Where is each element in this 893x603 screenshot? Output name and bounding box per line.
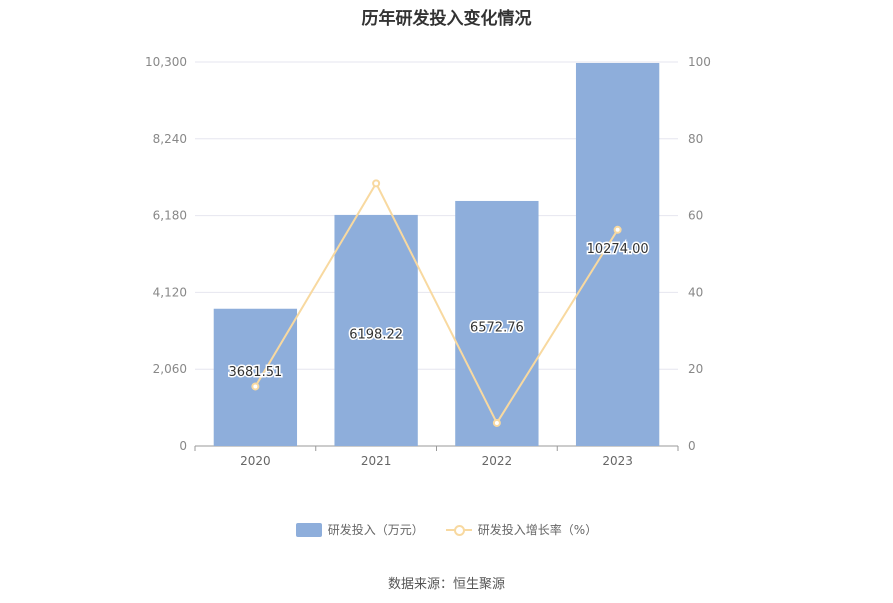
legend-item-bar[interactable]: 研发投入（万元）: [295, 521, 424, 538]
bar-data-label: 3681.51: [228, 365, 282, 380]
x-tick-label: 2023: [602, 454, 633, 468]
x-tick-label: 2021: [361, 454, 392, 468]
growth-line: [254, 181, 619, 425]
bar: [334, 214, 418, 446]
y-right-tick-label: 20: [688, 362, 703, 376]
legend-bar-label: 研发投入（万元）: [327, 523, 424, 537]
x-tick-label: 2020: [240, 454, 271, 468]
bar: [455, 200, 539, 446]
y-right-tick-label: 40: [688, 285, 703, 299]
y-right-tick-label: 60: [688, 209, 703, 223]
legend-line-swatch: [445, 523, 472, 537]
bar: [213, 308, 298, 446]
y-left-tick-label: 10,300: [145, 55, 187, 69]
bar: [575, 62, 660, 446]
y-left-tick-label: 2,060: [153, 362, 187, 376]
x-tick-label: 2022: [482, 454, 513, 468]
y-left-tick-label: 6,180: [153, 209, 187, 223]
y-left-tick-label: 8,240: [153, 132, 187, 146]
growth-point: [492, 418, 501, 427]
bar-data-label: 10274.00: [587, 242, 649, 257]
growth-point: [372, 179, 381, 188]
growth-point: [251, 382, 260, 391]
bar-series: [213, 62, 660, 446]
bar-data-label: 6572.76: [470, 320, 524, 335]
y-right-tick-label: 80: [688, 132, 703, 146]
data-labels: 3681.51 6198.22 6572.76 10274.00: [227, 240, 650, 381]
axes: 0 0 2,060 20 4,120 40 6,180 60 8,240 80 10,300 100 2…: [145, 55, 711, 468]
legend-bar-swatch: [295, 522, 322, 537]
y-left-tick-label: 4,120: [153, 285, 187, 299]
source-note: 数据来源：恒生聚源: [387, 577, 505, 592]
chart-title: 历年研发投入变化情况: [361, 9, 532, 29]
y-right-tick-label: 100: [688, 55, 711, 69]
legend-line-label: 研发投入增长率（%）: [477, 523, 598, 537]
y-left-tick-label: 0: [179, 439, 187, 453]
line-series: [251, 179, 622, 427]
y-right-tick-label: 0: [688, 439, 696, 453]
legend: 研发投入（万元） 研发投入增长率（%）: [0, 521, 893, 538]
legend-item-line[interactable]: 研发投入增长率（%）: [445, 521, 598, 538]
growth-point: [613, 225, 622, 234]
bar-data-label: 6198.22: [349, 327, 403, 342]
